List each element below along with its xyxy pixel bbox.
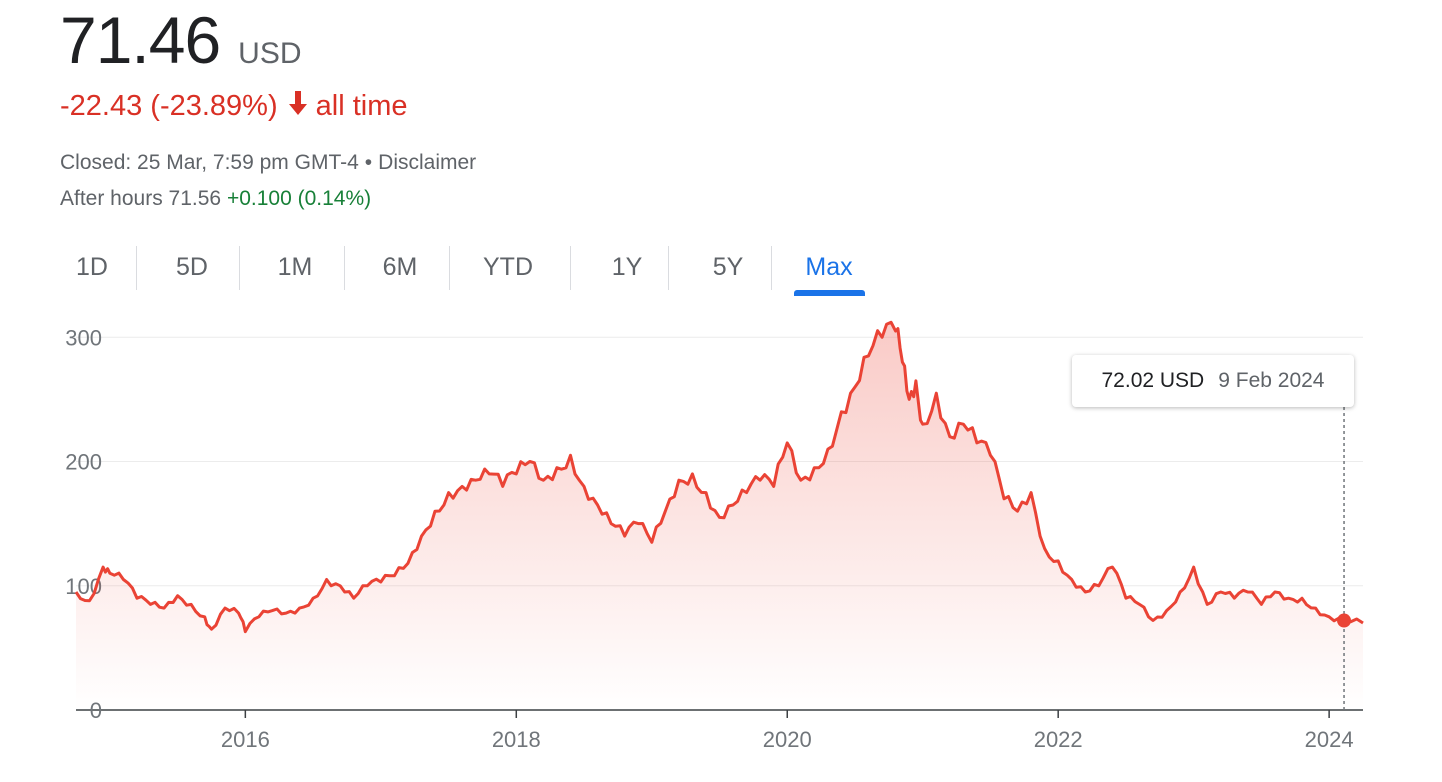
x-tick-label: 2016 [221,727,270,752]
tab-divider [344,246,345,290]
tab-divider [239,246,240,290]
currency-label: USD [238,37,302,70]
tab-max[interactable]: Max [805,252,853,281]
hover-point [1337,613,1352,628]
price-area-fill [76,322,1363,710]
after-hours-label: After hours 71.56 [60,187,222,210]
current-price: 71.46 [60,3,221,77]
tab-divider [449,246,450,290]
arrow-down-icon [288,90,308,123]
chart-tooltip: 72.02 USD 9 Feb 2024 [1072,355,1354,407]
closed-text: Closed: 25 Mar, 7:59 pm GMT-4 [60,151,359,174]
tab-divider [668,246,669,290]
change-period: all time [315,90,408,122]
tab-5y[interactable]: 5Y [712,252,744,281]
tab-divider [136,246,137,290]
after-hours-change: +0.100 (0.14%) [226,187,372,210]
x-axis: 2016 2018 2020 2022 2024 [221,710,1354,752]
tab-5d[interactable]: 5D [176,252,208,281]
tooltip-value: 72.02 USD [1101,369,1205,392]
y-tick-label: 300 [65,325,102,350]
x-tick-label: 2024 [1305,727,1354,752]
price-row: 71.46 USD [60,4,302,76]
tab-ytd[interactable]: YTD [483,252,533,281]
after-hours-info: After hours 71.56 +0.100 (0.14%) [60,187,371,211]
y-tick-label: 200 [65,450,102,475]
price-change: -22.43 (-23.89%) all time [60,90,407,123]
tab-1m[interactable]: 1M [277,252,313,281]
tab-6m[interactable]: 6M [382,252,418,281]
closed-info: Closed: 25 Mar, 7:59 pm GMT-4 • Disclaimer [60,151,476,175]
tab-1d[interactable]: 1D [76,252,108,281]
x-tick-label: 2018 [492,727,541,752]
tooltip-date: 9 Feb 2024 [1218,369,1325,392]
change-value: -22.43 (-23.89%) [60,90,278,122]
bullet-separator: • [364,151,373,174]
disclaimer-link[interactable]: Disclaimer [378,151,477,174]
tab-divider [570,246,571,290]
x-tick-label: 2020 [763,727,812,752]
tab-1y[interactable]: 1Y [611,252,643,281]
tab-divider [771,246,772,290]
price-line [74,320,1364,634]
x-tick-label: 2022 [1034,727,1083,752]
active-tab-indicator [794,290,865,296]
